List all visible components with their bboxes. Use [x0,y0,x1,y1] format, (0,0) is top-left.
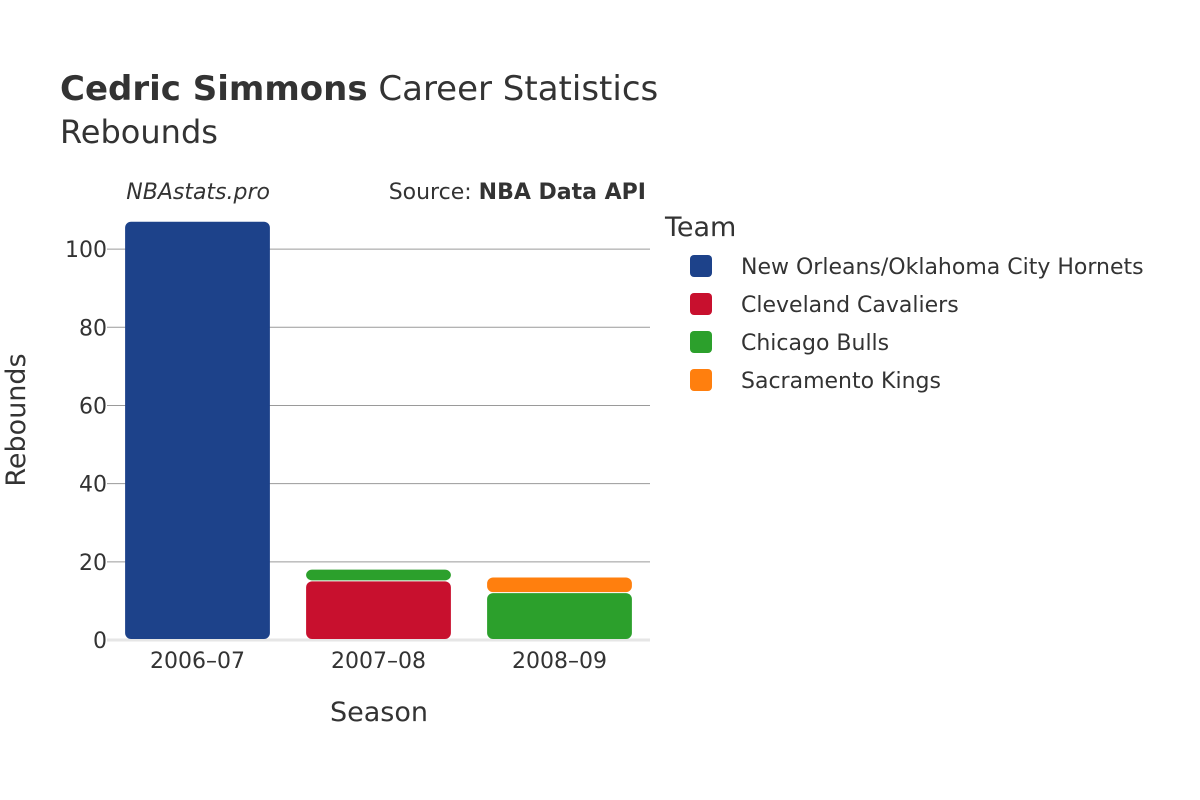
bar-segment [487,593,632,639]
legend-label: New Orleans/Oklahoma City Hornets [741,255,1144,280]
x-tick-label: 2008–09 [512,649,607,674]
player-name: Cedric Simmons [60,69,368,109]
y-tick-labels: 0 20 40 60 80 100 [65,238,107,654]
source-name: NBA Data API [479,180,646,205]
x-tick-labels: 2006–07 2007–08 2008–09 [150,649,607,674]
legend-label: Chicago Bulls [741,331,889,356]
x-axis-title: Season [330,697,428,728]
bar-segment [306,569,451,581]
chart-title: Cedric Simmons Career Statistics [60,69,658,109]
y-tick-label: 0 [93,629,107,654]
y-tick-label: 80 [79,316,107,341]
source-prefix: Source: [389,180,479,205]
bar-segment [487,577,632,593]
bar-segment [125,221,270,639]
legend-title: Team [664,212,736,243]
y-axis-title: Rebounds [1,353,32,486]
bars [125,221,632,639]
legend-label: Sacramento Kings [741,369,941,394]
legend-swatch [690,293,712,315]
legend-swatch [690,331,712,353]
site-credit: NBAstats.pro [126,180,270,205]
title-suffix: Career Statistics [368,69,659,109]
y-tick-label: 60 [79,394,107,419]
legend-swatch [690,255,712,277]
x-tick-label: 2006–07 [150,649,245,674]
bar-segment [306,581,451,639]
y-tick-label: 40 [79,473,107,498]
x-tick-label: 2007–08 [331,649,426,674]
y-tick-label: 100 [65,238,107,263]
legend-label: Cleveland Cavaliers [741,293,959,318]
chart-subtitle: Rebounds [60,113,218,151]
source-credit: Source: NBA Data API [389,180,646,205]
legend: New Orleans/Oklahoma City Hornets Clevela… [690,255,1144,394]
legend-swatch [690,369,712,391]
y-tick-label: 20 [79,551,107,576]
